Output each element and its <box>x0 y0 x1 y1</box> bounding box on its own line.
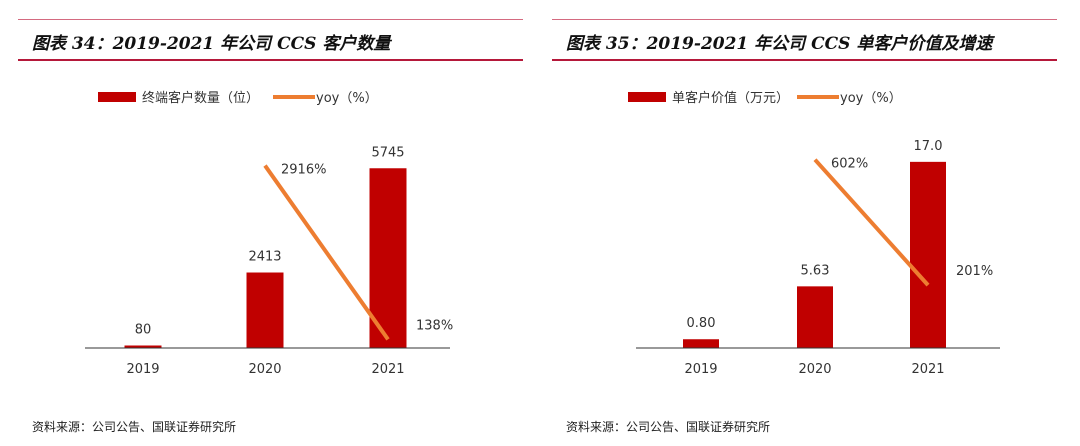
bar-2021 <box>910 161 946 348</box>
yoy-label: 602% <box>831 157 868 172</box>
bar-label: 5.63 <box>801 263 830 278</box>
x-tick-label: 2019 <box>684 362 717 377</box>
yoy-label: 2916% <box>281 163 326 178</box>
x-tick-label: 2019 <box>126 362 159 377</box>
source-note: 资料来源：公司公告、国联证券研究所 <box>566 420 771 434</box>
legend-line-label: yoy（%） <box>840 91 902 106</box>
title-rule-bottom <box>552 59 1057 61</box>
chart-svg: 终端客户数量（位） yoy（%） 80 2413 5745 2019 2020 2021 291… <box>85 90 453 377</box>
x-tick-label: 2020 <box>798 362 831 377</box>
yoy-label: 201% <box>956 264 993 279</box>
bar-2019 <box>124 345 162 348</box>
legend-bar-swatch <box>98 92 136 102</box>
legend-bar-label: 单客户价值（万元） <box>672 90 789 106</box>
x-tick-label: 2020 <box>248 362 281 377</box>
title-rule-top <box>18 19 523 20</box>
chart-panel-value: 图表 35：2019-2021 年公司 CCS 单客户价值及增速 单客户价值（万… <box>552 0 1057 446</box>
title-rule-bottom <box>18 59 523 61</box>
legend-line-label: yoy（%） <box>316 91 378 106</box>
bar-label: 80 <box>135 322 152 337</box>
bar-2020 <box>797 286 833 348</box>
x-tick-label: 2021 <box>911 362 944 377</box>
source-note: 资料来源：公司公告、国联证券研究所 <box>32 420 237 434</box>
yoy-line <box>813 158 930 287</box>
yoy-line <box>263 164 390 341</box>
chart-svg: 单客户价值（万元） yoy（%） 0.80 5.63 17.0 2019 2020 2021 6… <box>628 90 1000 377</box>
chart-panel-customers: 图表 34：2019-2021 年公司 CCS 客户数量 终端客户数量（位） yo… <box>18 0 523 446</box>
legend-bar-swatch <box>628 92 666 102</box>
chart-title: 图表 34：2019-2021 年公司 CCS 客户数量 <box>32 34 391 54</box>
bar-label: 17.0 <box>914 139 943 154</box>
bar-label: 5745 <box>371 145 404 160</box>
x-tick-label: 2021 <box>371 362 404 377</box>
yoy-label: 138% <box>416 318 453 333</box>
bar-label: 2413 <box>248 250 281 265</box>
legend-bar-label: 终端客户数量（位） <box>142 90 259 106</box>
bar-2020 <box>246 272 284 348</box>
bar-2021 <box>369 168 407 348</box>
chart-title: 图表 35：2019-2021 年公司 CCS 单客户价值及增速 <box>566 34 993 54</box>
title-rule-top <box>552 19 1057 20</box>
bar-label: 0.80 <box>687 316 716 331</box>
bar-2019 <box>683 339 719 348</box>
